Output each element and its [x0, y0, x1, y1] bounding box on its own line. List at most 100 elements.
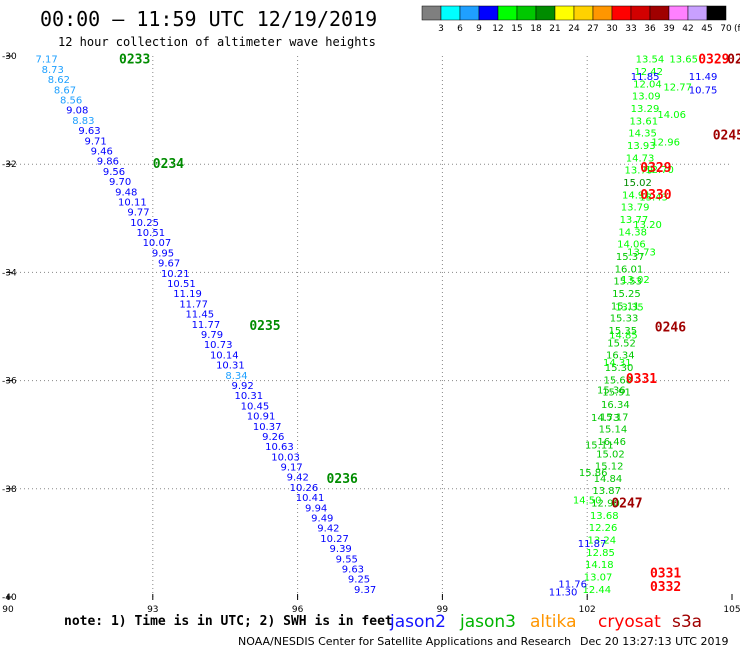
color-scale-label: 70: [720, 24, 732, 34]
wave-height-label: 8.83: [72, 116, 94, 127]
satellite-legend-item: cryosat: [598, 612, 661, 632]
footer-note: note: 1) Time is in UTC; 2) SWH is in fe…: [64, 614, 393, 629]
wave-height-label: 12.70: [645, 165, 674, 176]
wave-height-label: 12.90: [591, 499, 620, 510]
color-scale-label: 18: [530, 24, 542, 34]
satellite-legend-item: jason2: [389, 612, 446, 632]
wave-height-label: 9.94: [305, 503, 327, 514]
color-scale-swatch: [440, 5, 461, 21]
wave-height-label: 15.35: [608, 326, 637, 337]
wave-height-label: 9.67: [158, 259, 180, 270]
wave-height-label: 11.76: [558, 579, 587, 590]
wave-height-label: 10.21: [161, 269, 190, 280]
wave-height-label: 14.18: [585, 560, 614, 571]
color-scale-swatch: [592, 5, 613, 21]
wave-height-label: 9.86: [97, 157, 119, 168]
wave-height-label: 15.33: [610, 314, 639, 325]
color-scale-swatch: [706, 5, 727, 21]
wave-height-label: 15.02: [596, 449, 625, 460]
wave-height-label: 10.27: [320, 534, 349, 545]
wave-height-label: 10.37: [253, 422, 282, 433]
pass-time-label: 024: [727, 53, 740, 68]
wave-height-label: 13.77: [620, 215, 649, 226]
wave-height-label: 9.26: [262, 432, 284, 443]
color-scale-label: 27: [587, 24, 598, 34]
wave-height-label: 14.35: [628, 129, 657, 140]
wave-height-label: 13.09: [632, 92, 661, 103]
wave-height-label: 13.68: [590, 511, 619, 522]
wave-height-label: 9.55: [336, 554, 358, 565]
wave-height-label: 15.91: [602, 388, 631, 399]
wave-height-label: 15.68: [604, 375, 633, 386]
color-scale-label: 30: [606, 24, 618, 34]
wave-height-label: 10.73: [204, 340, 233, 351]
satellite-legend: jason2 jason3 altika cryosat s3a: [389, 612, 702, 632]
x-tick-label: 96: [292, 605, 304, 615]
color-scale-label: 6: [457, 24, 463, 34]
x-tick-label: 99: [437, 605, 449, 615]
wave-height-label: 12.85: [586, 548, 615, 559]
color-scale-label: 15: [511, 24, 522, 34]
color-scale-unit: (ft): [734, 24, 740, 34]
wave-height-label: 9.63: [342, 564, 364, 575]
wave-height-label: 10.07: [143, 238, 172, 249]
wave-height-label: 9.63: [78, 126, 100, 137]
wave-height-label: 9.70: [109, 177, 131, 188]
pass-time-label: 0332: [650, 580, 681, 595]
wave-height-label: 11.30: [549, 588, 578, 599]
satellite-legend-item: altika: [530, 612, 577, 632]
satellite-legend-item: jason3: [459, 612, 516, 632]
chart-subtitle: 12 hour collection of altimeter wave hei…: [58, 35, 376, 49]
wave-height-label: 13.61: [629, 116, 658, 127]
pass-time-label: 0330: [640, 188, 671, 203]
wave-height-label: 13.35: [615, 303, 644, 314]
wave-height-label: 11.19: [173, 289, 202, 300]
wave-height-label: 11.77: [192, 320, 221, 331]
wave-height-label: 15.37: [616, 252, 645, 263]
wave-height-label: 15.12: [595, 462, 624, 473]
pass-time-label: 0236: [327, 472, 358, 487]
pass-time-label: 0235: [249, 319, 280, 334]
x-tick-label: 90: [2, 605, 14, 615]
wave-height-label: 12.04: [633, 79, 662, 90]
wave-height-label: 10.25: [130, 218, 159, 229]
wave-height-label: 10.45: [241, 401, 270, 412]
color-scale-swatch: [611, 5, 632, 21]
color-scale-label: 24: [568, 24, 580, 34]
pass-time-label: 0331: [650, 567, 681, 582]
axis-ticks: 90 93 96 99 102 105 -30 -32 -34 -36 -38 -40: [2, 52, 740, 615]
wave-height-label: 14.06: [657, 110, 686, 121]
wave-height-label: 9.95: [152, 248, 174, 259]
wave-height-label: 10.75: [689, 86, 718, 97]
wave-height-label: 16.34: [606, 351, 635, 362]
wave-height-label: 14.73: [591, 413, 620, 424]
wave-height-label: 7.17: [35, 55, 57, 66]
wave-height-label: 14.91: [622, 190, 651, 201]
wave-height-label: 9.46: [91, 146, 113, 157]
wave-height-label: 11.77: [179, 299, 208, 310]
wave-height-label: 10.41: [296, 493, 325, 504]
wave-height-label: 13.79: [625, 166, 654, 177]
wave-height-label: 13.29: [631, 104, 660, 115]
wave-height-label: 12.77: [663, 82, 692, 93]
wave-height-label: 15.86: [579, 468, 608, 479]
pass-time-label: 0234: [153, 157, 184, 172]
wave-height-label: 9.79: [201, 330, 223, 341]
wave-height-label: 10.91: [247, 412, 276, 423]
color-scale-label: 21: [549, 24, 560, 34]
data-marks: 7.178.738.628.678.569.088.839.639.719.46…: [35, 53, 740, 599]
wave-height-label: 14.73: [626, 153, 655, 164]
wave-height-label: 9.48: [115, 187, 137, 198]
wave-height-label: 13.02: [621, 275, 650, 286]
wave-height-label: 12.42: [634, 67, 663, 78]
wave-height-label: 15.36: [597, 385, 626, 396]
color-scale-swatch: [497, 5, 518, 21]
x-tick-label: 105: [723, 605, 740, 615]
wave-height-label: 11.45: [185, 310, 214, 321]
color-scale-label: 12: [492, 24, 503, 34]
wave-height-label: 12.26: [589, 523, 618, 534]
wave-height-label: 9.71: [84, 136, 106, 147]
wave-height-label: 9.77: [127, 208, 149, 219]
